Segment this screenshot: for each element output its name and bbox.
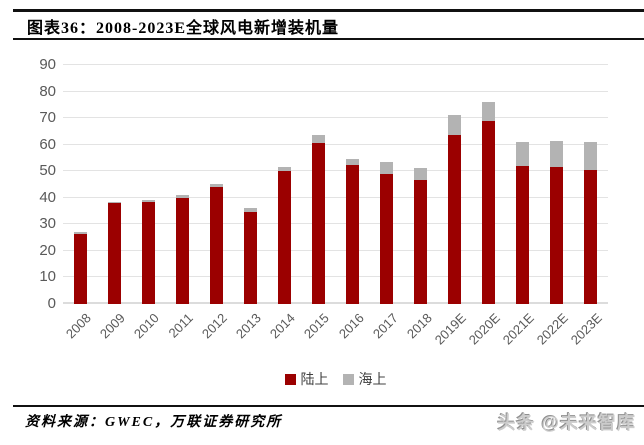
gridline-40 (63, 196, 608, 198)
bar-onshore-2009 (107, 203, 121, 304)
y-tick-label-60: 60 (39, 135, 56, 153)
bar-onshore-2015 (311, 143, 325, 304)
bar-onshore-2019E (448, 135, 462, 304)
legend: 陆上 海上 (63, 369, 608, 389)
chart-title: 图表36：2008-2023E全球风电新增装机量 (27, 20, 340, 37)
gridline-70 (63, 117, 608, 119)
y-tick-label-50: 50 (39, 162, 56, 180)
bar-onshore-2011 (175, 197, 189, 304)
y-tick-label-70: 70 (39, 109, 56, 127)
bar-offshore-2010 (141, 199, 155, 203)
bar-offshore-2014 (277, 167, 291, 172)
legend-swatch-onshore (284, 373, 296, 385)
legend-item-offshore: 海上 (342, 369, 387, 389)
bar-onshore-2022E (550, 167, 564, 304)
y-tick-label-0: 0 (47, 295, 56, 312)
footer-divider (13, 405, 644, 407)
bar-offshore-2019E (448, 115, 462, 136)
bar-offshore-2016 (346, 158, 360, 165)
legend-label-onshore: 陆上 (300, 373, 329, 388)
bar-onshore-2023E (584, 169, 598, 304)
gridline-80 (63, 90, 608, 92)
bar-onshore-2017 (380, 173, 394, 304)
source-note: 资料来源：GWEC，万联证券研究所 (25, 415, 283, 430)
gridline-20 (63, 249, 608, 251)
bar-onshore-2016 (346, 164, 360, 304)
bar-offshore-2009 (107, 201, 121, 204)
y-tick-label-20: 20 (39, 241, 56, 259)
bar-onshore-2021E (516, 165, 530, 304)
gridline-50 (63, 170, 608, 172)
bar-onshore-2014 (277, 171, 291, 304)
bar-offshore-2011 (175, 195, 189, 198)
y-tick-label-10: 10 (39, 268, 56, 286)
bar-offshore-2021E (516, 142, 530, 166)
y-tick-label-80: 80 (39, 82, 56, 100)
legend-item-onshore: 陆上 (284, 369, 329, 389)
watermark: 头条 @未来智库 (497, 413, 636, 433)
gridline-90 (63, 64, 608, 65)
y-tick-label-30: 30 (39, 215, 56, 233)
bar-offshore-2018 (414, 167, 428, 180)
bar-offshore-2008 (73, 232, 87, 234)
legend-label-offshore: 海上 (358, 373, 387, 388)
y-tick-label-90: 90 (39, 56, 56, 73)
bar-offshore-2015 (311, 134, 325, 144)
bar-onshore-2020E (482, 120, 496, 304)
gridline-0 (63, 302, 608, 304)
plot-area (63, 64, 608, 304)
gridline-60 (63, 143, 608, 145)
bar-offshore-2013 (243, 208, 257, 213)
bar-onshore-2012 (209, 187, 223, 304)
bar-onshore-2008 (73, 233, 87, 304)
y-tick-label-40: 40 (39, 188, 56, 206)
bar-offshore-2017 (380, 161, 394, 174)
bar-offshore-2022E (550, 140, 564, 168)
bar-offshore-2012 (209, 183, 223, 188)
bar-onshore-2018 (414, 179, 428, 304)
title-divider (13, 38, 644, 40)
gridline-30 (63, 223, 608, 225)
legend-swatch-offshore (342, 373, 354, 385)
gridline-10 (63, 276, 608, 278)
top-rule (13, 9, 644, 12)
bar-onshore-2010 (141, 202, 155, 304)
bar-offshore-2020E (482, 102, 496, 121)
bar-offshore-2023E (584, 142, 598, 170)
bar-onshore-2013 (243, 212, 257, 304)
